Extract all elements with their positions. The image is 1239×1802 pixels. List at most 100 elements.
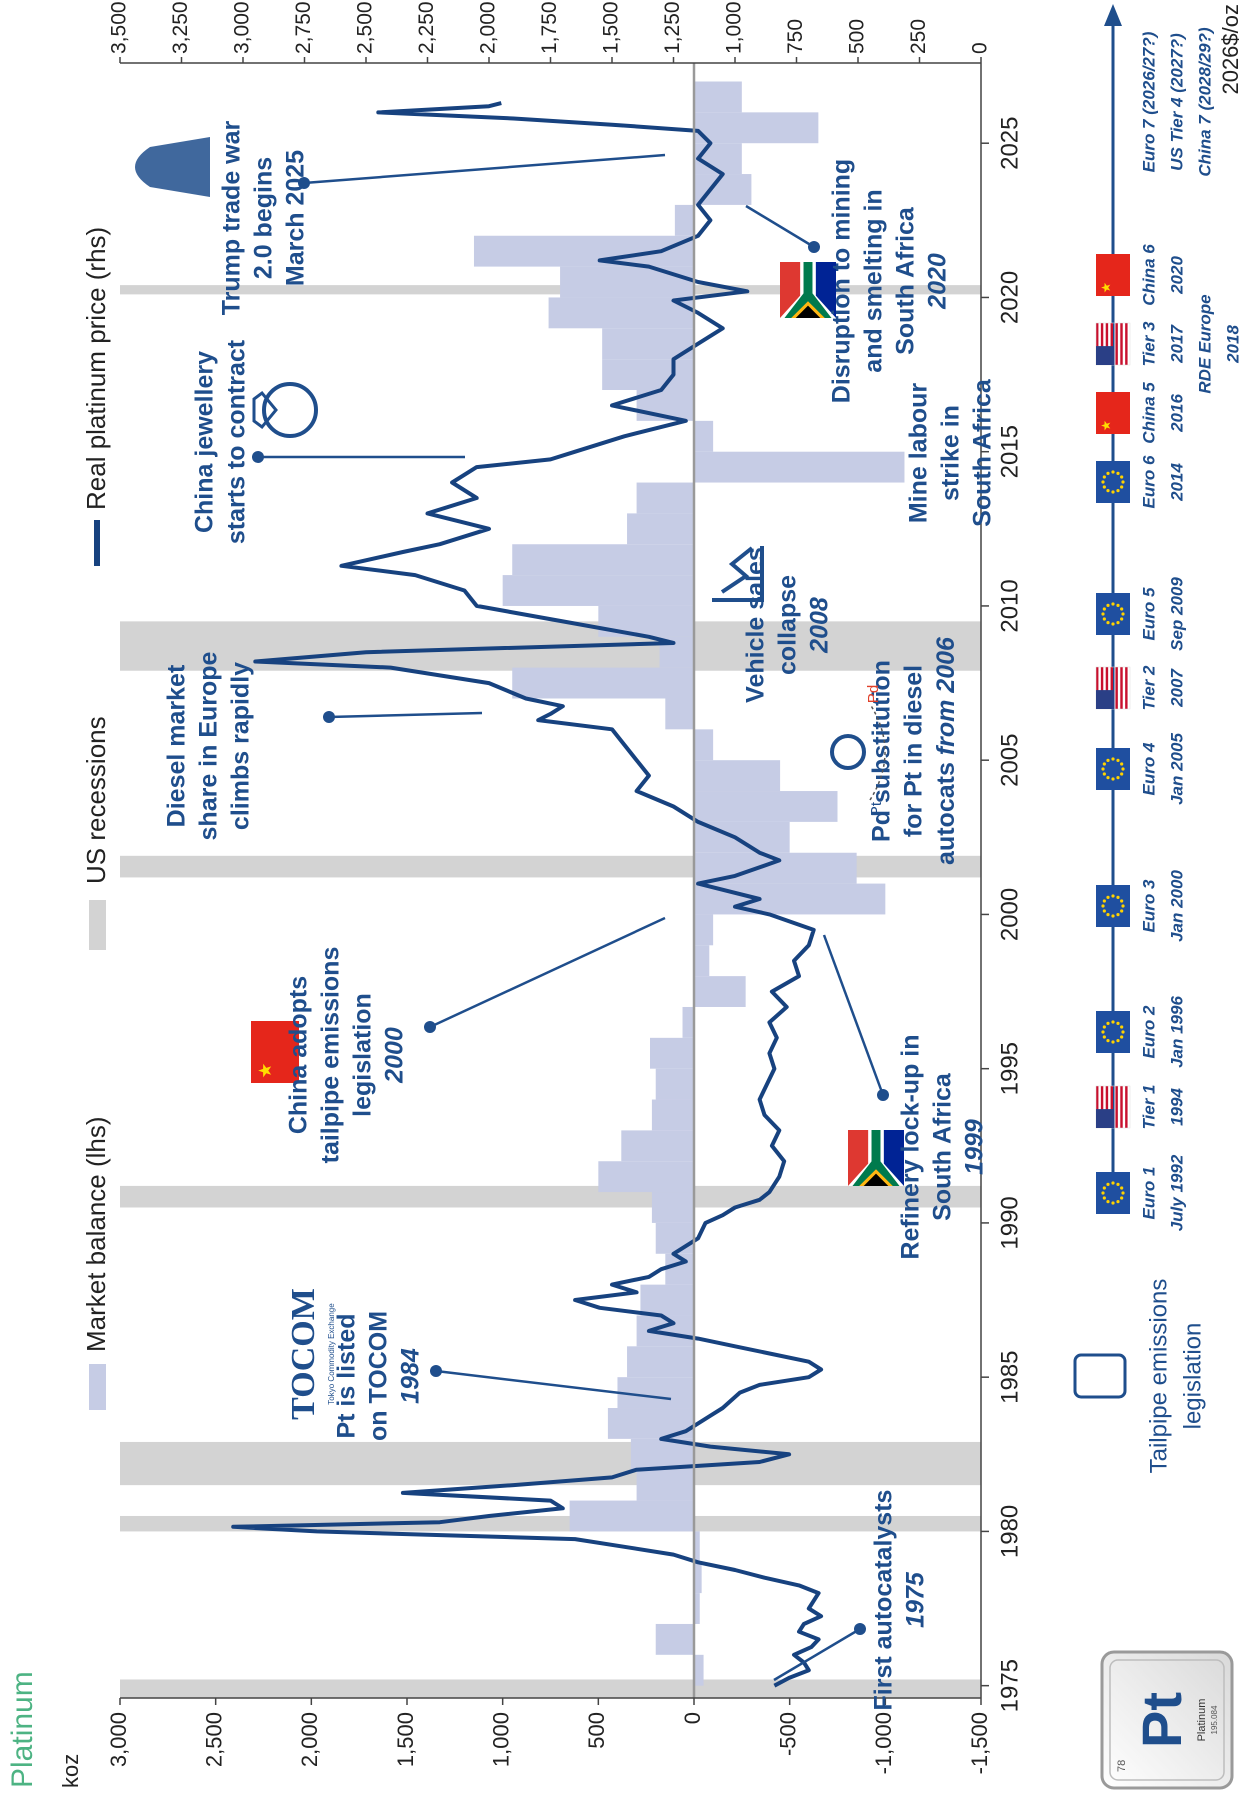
- balance-bar: [617, 1377, 694, 1408]
- x-tick-label: 2005: [996, 733, 1023, 786]
- flag-star: [1111, 1040, 1114, 1043]
- annotation-line: autocats: [932, 762, 960, 865]
- flag-star: [1116, 896, 1119, 899]
- y2-tick-label: 750: [784, 19, 807, 54]
- flag-star: [1103, 772, 1106, 775]
- element-name: Platinum: [1196, 1699, 1208, 1742]
- y2-tick-label: 1,000: [723, 1, 746, 54]
- y2-axis-unit: 2026$/oz: [1218, 4, 1239, 95]
- flag-eu: [1096, 885, 1130, 927]
- annotation-line: South Africa: [969, 378, 997, 527]
- timeline-label: Euro 3: [1139, 879, 1158, 932]
- timeline-label: Euro 1: [1139, 1167, 1158, 1220]
- timeline-label: 2007: [1167, 668, 1186, 708]
- flag-eu: [1096, 593, 1130, 635]
- timeline-label: China 6: [1139, 244, 1158, 306]
- flag-stripe: [1120, 1086, 1122, 1128]
- flag-cn: [1096, 254, 1130, 296]
- balance-bar: [650, 1038, 694, 1069]
- annotation-line: Disruption to mining: [828, 159, 856, 403]
- annotation-emphasis: 2008: [806, 597, 834, 654]
- flag-star: [1116, 604, 1119, 607]
- y2-tick-label: 2,000: [477, 1, 500, 54]
- leader-line: [746, 206, 814, 247]
- flag-stripe: [1125, 323, 1127, 365]
- y-tick-label: 0: [680, 1712, 705, 1724]
- flag-star: [1111, 1181, 1114, 1184]
- flag-star: [1103, 475, 1106, 478]
- annotation-line: for Pt in diesel: [900, 665, 928, 837]
- balance-bar: [640, 1285, 694, 1316]
- annotation-line: First autocatalysts: [870, 1490, 898, 1711]
- legend-swatch: [89, 900, 106, 950]
- y2-tick-label: 250: [907, 19, 930, 54]
- flag-star: [1103, 607, 1106, 610]
- flag-star: [1101, 1030, 1104, 1033]
- timeline-label: Euro 5: [1139, 587, 1158, 640]
- flag-stripe: [1125, 667, 1127, 709]
- flag-star: [1120, 1025, 1123, 1028]
- pt-label: Pt: [868, 801, 885, 816]
- flag-eu: [1096, 748, 1130, 790]
- leader-dot: [808, 241, 820, 253]
- annotation-line: South Africa: [892, 206, 920, 355]
- balance-bar: [683, 1007, 694, 1038]
- flag-eu: [1096, 461, 1130, 503]
- timeline-label: Jan 2005: [1167, 733, 1186, 805]
- balance-bar: [503, 575, 694, 606]
- y2-tick-label: 3,500: [108, 1, 131, 54]
- leader-dot: [424, 1021, 436, 1033]
- timeline-label: July 1992: [1167, 1154, 1186, 1231]
- flag-star: [1120, 1196, 1123, 1199]
- balance-bar: [570, 1501, 694, 1532]
- annotation-emphasis: 2020: [924, 253, 952, 310]
- y2-tick-label: 1,750: [538, 1, 561, 54]
- flag-stripe: [1120, 667, 1122, 709]
- flag-canton: [1096, 690, 1114, 709]
- flag-star: [1106, 896, 1109, 899]
- timeline-label: Tier 3: [1139, 321, 1158, 367]
- legend-label: US recessions: [81, 716, 111, 884]
- flag-star: [1106, 1183, 1109, 1186]
- tocom-subtitle: Tokyo Commodity Exchange: [327, 1303, 336, 1405]
- annotation-emphasis: 1999: [961, 1119, 989, 1175]
- timeline-arrowhead: [1104, 4, 1122, 26]
- recession-band: [120, 1679, 981, 1719]
- x-tick-label: 1975: [996, 1659, 1023, 1712]
- flag-star: [1106, 1200, 1109, 1203]
- flag-star: [1106, 604, 1109, 607]
- x-tick-label: 2020: [996, 271, 1023, 324]
- timeline-label: 2017: [1167, 324, 1186, 364]
- flag-star: [1106, 472, 1109, 475]
- flag-star: [1120, 617, 1123, 620]
- flag-stripe: [1115, 1086, 1117, 1128]
- annotation-line: March 2025: [282, 150, 310, 286]
- flag-star: [1103, 899, 1106, 902]
- annotation-line: tailpipe emissions: [317, 947, 345, 1164]
- flag-star: [1116, 621, 1119, 624]
- flag-star: [1106, 489, 1109, 492]
- leader-line: [304, 155, 665, 183]
- x-tick-label: 2000: [996, 888, 1023, 941]
- y-axis-unit: koz: [58, 1754, 83, 1788]
- leader-dot: [854, 1623, 866, 1635]
- flag-star: [1103, 1196, 1106, 1199]
- balance-bar: [652, 1100, 694, 1131]
- flag-canton: [1096, 346, 1114, 365]
- balance-bar: [598, 1161, 694, 1192]
- flag-star: [1103, 1025, 1106, 1028]
- annotation-line: 2.0 begins: [250, 157, 278, 279]
- y-tick-label: 500: [584, 1712, 609, 1749]
- catalyst-icon: [832, 736, 864, 768]
- flag-star: [1101, 612, 1104, 615]
- flag-star: [1106, 759, 1109, 762]
- balance-bar: [694, 421, 713, 452]
- flag-star: [1120, 1035, 1123, 1038]
- flag-star: [1121, 1030, 1124, 1033]
- annotation-emphasis: from 2006: [932, 636, 960, 755]
- leader-line: [824, 935, 883, 1095]
- annotation-line: on TOCOM: [365, 1311, 393, 1441]
- flag-star: [1116, 759, 1119, 762]
- annotation-emphasis: 2000: [381, 1027, 409, 1084]
- timeline-title: legislation: [1179, 1323, 1206, 1430]
